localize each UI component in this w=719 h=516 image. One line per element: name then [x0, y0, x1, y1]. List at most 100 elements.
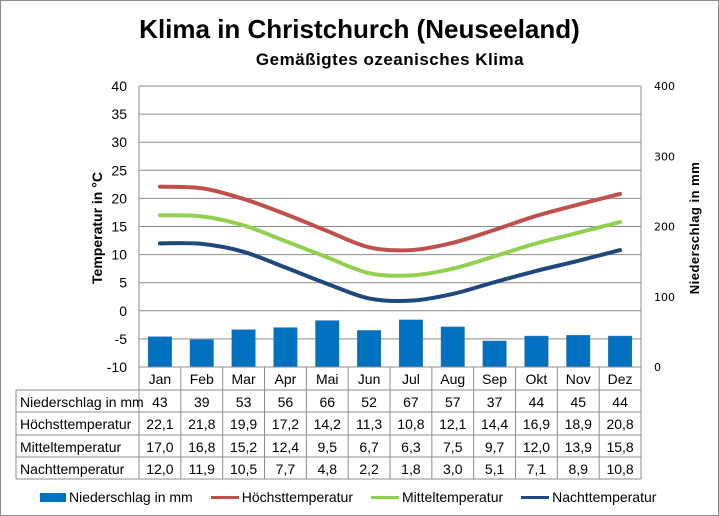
- table-row-header: Höchsttemperatur: [20, 416, 132, 432]
- table-cell: 21,8: [188, 416, 215, 432]
- table-cell: 12,4: [272, 439, 299, 455]
- table-cell: 17,0: [146, 439, 173, 455]
- legend-swatch-line: [210, 495, 239, 499]
- legend-swatch-bar: [40, 492, 66, 502]
- table-cell: 20,8: [606, 416, 633, 432]
- y-right-tick-label: 300: [654, 150, 675, 163]
- table-cell: 37: [487, 394, 503, 410]
- legend-label: Höchsttemperatur: [241, 489, 353, 505]
- table-cell: 22,1: [146, 416, 173, 432]
- table-cell: 8,9: [569, 461, 589, 477]
- y-left-tick-label: 15: [111, 219, 127, 235]
- y-axis-left: 40 35 30 25 20 15 10 5 0 -5 -10: [107, 78, 127, 375]
- table-cell: 4,8: [318, 461, 338, 477]
- table-cell: 53: [236, 394, 252, 410]
- category-label: Nov: [566, 371, 591, 387]
- y-right-tick-label: 100: [654, 291, 675, 304]
- table-cell: 66: [319, 394, 335, 410]
- y-left-tick-label: 35: [111, 106, 127, 122]
- lines: [157, 184, 623, 304]
- table-cell: 12,0: [146, 461, 173, 477]
- bar-niederschlag-Sep: [482, 340, 507, 368]
- y-right-tick-label: 0: [654, 361, 661, 374]
- table-cell: 39: [194, 394, 210, 410]
- table-cell: 10,8: [397, 416, 424, 432]
- table-cell: 14,2: [314, 416, 341, 432]
- bar-niederschlag-Dez: [608, 335, 633, 368]
- table-cell: 19,9: [230, 416, 257, 432]
- legend: Niederschlag in mm Höchsttemperatur Mitt…: [40, 489, 674, 505]
- bar-niederschlag-Jul: [398, 319, 423, 368]
- table-cell: 3,0: [443, 461, 463, 477]
- line-mitteltemperatur: [157, 213, 623, 278]
- table-cell: 7,7: [276, 461, 296, 477]
- bar-niederschlag-Jan: [147, 336, 172, 368]
- y-right-tick-label: 200: [654, 221, 675, 234]
- category-label: Jul: [402, 371, 420, 387]
- line-hoechsttemperatur: [157, 184, 623, 253]
- category-label: Dez: [608, 371, 633, 387]
- table-cell: 6,7: [359, 439, 379, 455]
- bar-niederschlag-Mai: [315, 320, 340, 368]
- table-cell: 52: [361, 394, 377, 410]
- table-cell: 14,4: [481, 416, 508, 432]
- table-cell: 13,9: [565, 439, 592, 455]
- data-table: Jan Feb Mar Apr Mai Jun Jul Aug Sep Okt Nov Dez Nied…: [15, 366, 642, 480]
- table-cell: 16,9: [523, 416, 550, 432]
- table-cell: 11,9: [189, 461, 215, 477]
- y-left-tick-label: 25: [111, 162, 127, 178]
- category-label: Mar: [232, 371, 256, 387]
- table-cell: 1,8: [401, 461, 421, 477]
- table-cell: 43: [152, 394, 168, 410]
- category-label: Aug: [440, 371, 465, 387]
- y-left-tick-label: 10: [111, 247, 127, 263]
- y-left-tick-label: 20: [111, 190, 127, 206]
- table-row-header: Nachttemperatur: [20, 461, 125, 477]
- bar-niederschlag-Nov: [566, 335, 591, 368]
- category-label: Sep: [482, 371, 507, 387]
- legend-label: Nachttemperatur: [552, 489, 657, 505]
- y-left-tick-label: -10: [107, 359, 127, 375]
- table-cell: 10,5: [230, 461, 257, 477]
- table-cell: 56: [278, 394, 294, 410]
- legend-item-niederschlag: Niederschlag in mm: [40, 489, 193, 505]
- table-cell: 15,8: [606, 439, 633, 455]
- table-cell: 2,2: [359, 461, 379, 477]
- legend-item-mittel: Mitteltemperatur: [371, 489, 503, 505]
- category-label: Mai: [316, 371, 339, 387]
- table-cell: 44: [612, 394, 628, 410]
- table-cell: 9,5: [318, 439, 338, 455]
- y-left-tick-label: -5: [115, 331, 128, 347]
- table-cell: 18,9: [565, 416, 592, 432]
- bar-niederschlag-Okt: [524, 335, 549, 368]
- gridlines: [138, 85, 642, 368]
- table-cell: 7,5: [443, 439, 463, 455]
- bar-niederschlag-Feb: [189, 339, 214, 368]
- y-right-tick-label: 400: [654, 80, 675, 93]
- legend-label: Niederschlag in mm: [69, 489, 193, 505]
- bar-niederschlag-Jun: [357, 330, 382, 368]
- legend-item-hoechst: Höchsttemperatur: [210, 489, 353, 505]
- bars: [147, 319, 633, 368]
- category-label: Jun: [358, 371, 381, 387]
- y-left-tick-label: 0: [119, 303, 127, 319]
- table-cell: 17,2: [272, 416, 299, 432]
- chart-title: Klima in Christchurch (Neuseeland): [139, 14, 580, 44]
- chart-subtitle: Gemäßigtes ozeanisches Klima: [255, 50, 525, 69]
- y-left-tick-label: 40: [111, 78, 127, 94]
- table-cell: 6,3: [401, 439, 421, 455]
- table-cell: 5,1: [485, 461, 505, 477]
- category-label: Feb: [190, 371, 214, 387]
- y-left-tick-label: 30: [111, 134, 127, 150]
- table-cell: 45: [570, 394, 586, 410]
- table-cell: 10,8: [606, 461, 633, 477]
- table-cell: 15,2: [230, 439, 257, 455]
- table-row-header: Niederschlag in mm: [20, 394, 144, 410]
- legend-swatch-line: [521, 495, 550, 499]
- y-axis-right: 400 300 200 100 0: [654, 80, 675, 374]
- category-label: Apr: [275, 371, 297, 387]
- table-cell: 16,8: [188, 439, 215, 455]
- table-cell: 9,7: [485, 439, 505, 455]
- table-row-header: Mitteltemperatur: [20, 439, 121, 455]
